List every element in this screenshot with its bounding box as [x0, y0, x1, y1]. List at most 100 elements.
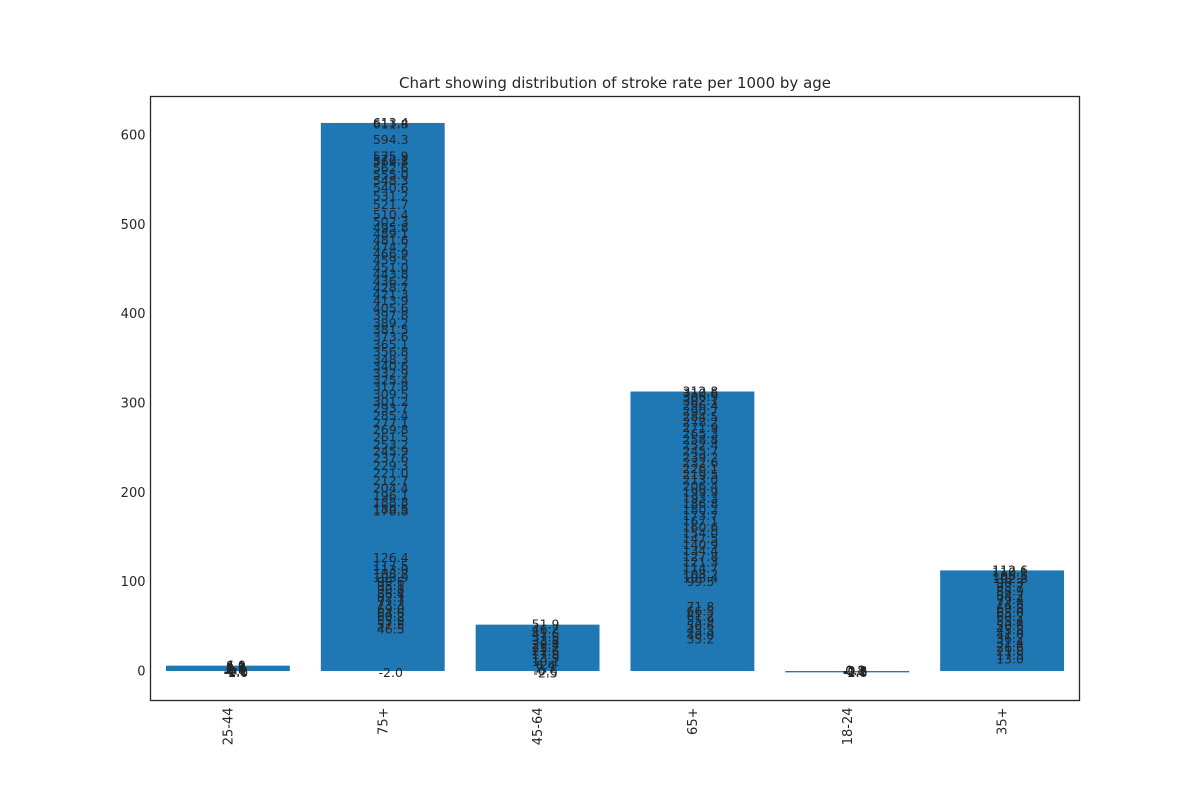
- value-label-35plus-5: 93.7: [996, 579, 1024, 594]
- value-label-75plus-28: 389.2: [373, 315, 409, 330]
- value-label-75plus-51: 204.4: [373, 480, 409, 495]
- value-label-65plus-5: 290.7: [683, 403, 719, 418]
- value-label-75plus-57: 117.5: [373, 558, 409, 573]
- value-label-65plus-1: 310.6: [683, 386, 719, 401]
- value-label-65plus-26: 154.0: [683, 525, 719, 540]
- value-label-65plus-4: 296.4: [683, 398, 719, 413]
- value-label-65plus-34: 103.4: [683, 571, 719, 586]
- y-tick-label-300: 300: [121, 396, 146, 411]
- value-label-65plus-30: 127.8: [683, 549, 719, 564]
- value-label-75plus-6: 562.6: [373, 160, 409, 175]
- value-label-75plus-42: 277.1: [373, 415, 409, 430]
- value-label-75plus-14: 495.8: [373, 220, 409, 235]
- value-label-75plus-48: 229.3: [373, 458, 409, 473]
- value-label-75plus-32: 356.8: [373, 344, 409, 359]
- x-tick-label-45-64: 45-64: [531, 708, 546, 746]
- value-label-45-64-10: 10.1: [532, 654, 560, 669]
- value-label-65plus-22: 180.2: [683, 502, 719, 517]
- value-label-75plus-61: 99.6: [377, 574, 405, 589]
- y-tick-label-0: 0: [137, 665, 145, 680]
- value-label-75plus-12: 510.4: [373, 207, 409, 222]
- value-label-75plus-70: 60.2: [377, 609, 405, 624]
- value-label-35plus-10: 69.8: [996, 601, 1024, 616]
- value-label-18-24-2: -0.2: [843, 663, 867, 678]
- value-label-75plus-18: 466.9: [373, 246, 409, 261]
- value-label-65plus-8: 271.9: [683, 420, 719, 435]
- value-label-25-44-0: 6.0: [226, 658, 246, 673]
- value-label-65plus-11: 252.4: [683, 438, 719, 453]
- value-label-65plus-38: 61.2: [686, 608, 714, 623]
- value-label-45-64-5: 29.4: [532, 637, 560, 652]
- value-label-65plus-31: 121.3: [683, 555, 719, 570]
- value-label-75plus-31: 365.1: [373, 337, 409, 352]
- value-label-65plus-24: 167.1: [683, 514, 719, 529]
- value-label-18-24-1: 0.3: [845, 663, 865, 678]
- value-label-75plus-13: 502.3: [373, 214, 409, 229]
- value-label-35plus-9: 74.6: [996, 596, 1024, 611]
- value-label-75plus-71: 55.9: [377, 613, 405, 628]
- value-label-75plus-23: 428.7: [373, 280, 409, 295]
- value-label-75plus-65: 82.1: [377, 590, 405, 605]
- value-labels-group: 6.05.14.23.32.41.50.6-0.3-1.1-2.0613.461…: [224, 115, 1028, 680]
- y-tick-label-500: 500: [121, 218, 146, 233]
- value-label-75plus-63: 90.8: [377, 582, 405, 597]
- value-label-75plus-54: 180.5: [373, 502, 409, 517]
- value-label-35plus-12: 60.2: [996, 609, 1024, 624]
- value-label-45-64-9: 13.9: [532, 651, 560, 666]
- value-label-65plus-36: 71.8: [686, 599, 714, 614]
- x-axis: 25-44 75+ 45-64 65+ 18-24 35+: [221, 708, 1010, 746]
- value-label-75plus-59: 108.2: [373, 566, 409, 581]
- value-label-75plus-52: 196.1: [373, 488, 409, 503]
- value-label-75plus-20: 451.0: [373, 260, 409, 275]
- value-label-18-24-5: -1.5: [843, 664, 867, 679]
- value-label-75plus-53: 188.8: [373, 494, 409, 509]
- value-label-45-64-7: 21.6: [532, 644, 560, 659]
- plot-frame: [149, 95, 1081, 702]
- value-label-75plus-17: 474.2: [373, 239, 409, 254]
- value-label-65plus-42: 40.0: [686, 627, 714, 642]
- value-label-75plus-25: 413.9: [373, 293, 409, 308]
- y-tick-label-600: 600: [121, 128, 146, 143]
- value-label-75plus-72: 51.5: [377, 617, 405, 632]
- value-label-65plus-27: 147.5: [683, 531, 719, 546]
- value-label-25-44-9: -2.0: [224, 665, 248, 680]
- value-label-75plus-38: 309.5: [373, 386, 409, 401]
- value-label-75plus-30: 373.6: [373, 329, 409, 344]
- value-label-75plus-0: 613.4: [373, 115, 409, 130]
- value-label-25-44-4: 2.4: [226, 661, 246, 676]
- value-label-75plus-19: 459.5: [373, 252, 409, 267]
- value-label-75plus-29: 381.5: [373, 322, 409, 337]
- value-label-35plus-11: 65.0: [996, 605, 1024, 620]
- value-label-25-44-1: 5.1: [226, 658, 246, 673]
- value-label-65plus-12: 245.7: [683, 443, 719, 458]
- bar-65plus: [630, 391, 755, 672]
- value-label-65plus-13: 239.2: [683, 449, 719, 464]
- x-tick-label-18-24: 18-24: [841, 708, 856, 746]
- value-label-65plus-15: 226.1: [683, 461, 719, 476]
- value-label-65plus-32: 114.7: [683, 561, 719, 576]
- value-label-35plus-17: 36.2: [996, 631, 1024, 646]
- value-label-65plus-17: 213.0: [683, 473, 719, 488]
- value-label-75plus-47: 237.6: [373, 451, 409, 466]
- value-label-65plus-6: 284.5: [683, 409, 719, 424]
- value-label-65plus-40: 50.6: [686, 618, 714, 633]
- value-label-75plus-33: 348.3: [373, 352, 409, 367]
- value-label-65plus-23: 173.7: [683, 508, 719, 523]
- value-label-65plus-43: 35.2: [686, 632, 714, 647]
- value-label-65plus-14: 232.6: [683, 455, 719, 470]
- value-label-75plus-3: 575.9: [373, 148, 409, 163]
- value-label-75plus-62: 95.1: [377, 578, 405, 593]
- value-label-75plus-49: 221.0: [373, 466, 409, 481]
- value-label-65plus-0: 312.8: [683, 384, 719, 399]
- value-label-75plus-37: 317.8: [373, 379, 409, 394]
- value-label-35plus-16: 41.0: [996, 626, 1024, 641]
- value-label-75plus-11: 521.7: [373, 197, 409, 212]
- bars-group: [165, 122, 1065, 673]
- value-label-75plus-46: 245.9: [373, 443, 409, 458]
- value-label-65plus-20: 193.3: [683, 490, 719, 505]
- value-label-18-24-3: -0.6: [843, 664, 867, 679]
- value-label-75plus-36: 325.4: [373, 372, 409, 387]
- value-label-75plus-44: 261.5: [373, 429, 409, 444]
- bar-25-44: [165, 665, 290, 672]
